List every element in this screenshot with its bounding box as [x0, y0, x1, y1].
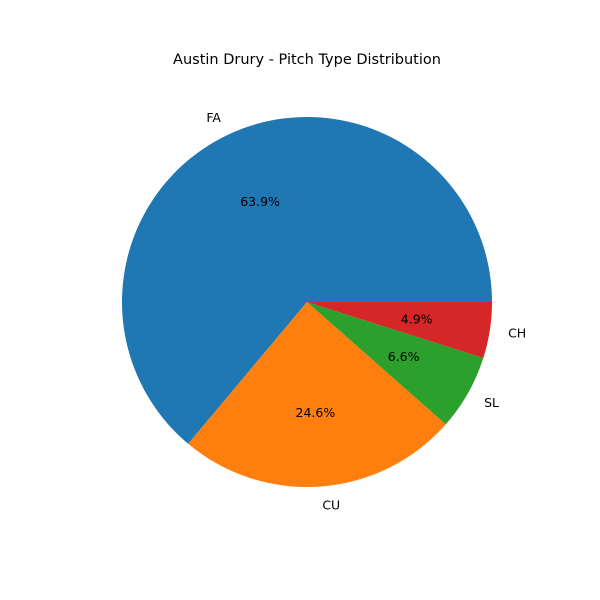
- pie-slice-cu: [188, 302, 446, 488]
- slice-label-cu: CU: [322, 497, 340, 512]
- pie-slice-ch: [307, 302, 492, 359]
- slice-pct-label-sl: 6.6%: [388, 349, 420, 364]
- slices-group: [122, 117, 493, 488]
- labels-group: FA 63.9% CU 24.6% SL 6.6% CH 4.9%: [206, 110, 526, 512]
- slice-label-sl: SL: [484, 395, 499, 410]
- pie-slice-sl: [307, 302, 484, 425]
- slice-pct-label-ch: 4.9%: [401, 312, 433, 327]
- slice-pct-label-fa: 63.9%: [240, 194, 280, 209]
- chart-title: Austin Drury - Pitch Type Distribution: [173, 52, 441, 68]
- slice-label-ch: CH: [508, 326, 526, 341]
- slice-pct-label-cu: 24.6%: [296, 405, 336, 420]
- pie-slice-fa: [122, 117, 493, 444]
- slice-label-fa: FA: [206, 110, 221, 125]
